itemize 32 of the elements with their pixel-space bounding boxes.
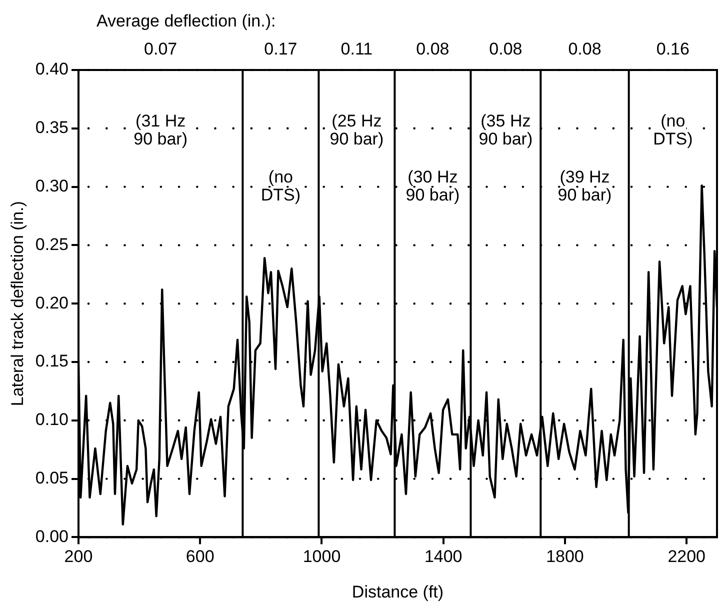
y-tick-label: 0.40 [35,60,68,79]
y-tick-label: 0.00 [35,526,68,546]
y-tick-label: 0.35 [35,118,68,138]
x-tick-label: 1800 [546,547,584,566]
text: 0.17 [264,40,298,59]
x-tick-label: 2200 [668,547,706,566]
x-tick-label: 1000 [302,547,341,566]
y-tick-label: 0.05 [35,468,68,488]
y-axis-title: Lateral track deflection (in.) [8,201,27,406]
text: 0.08 [489,40,522,59]
y-tick-label: 0.15 [35,352,68,371]
annotation: (no DTS) [260,167,301,204]
x-tick-label: 200 [64,547,93,566]
x-tick-label: 600 [186,547,214,566]
annotation: (25 Hz 90 bar) [330,111,384,148]
annotation: (31 Hz 90 bar) [134,111,188,148]
annotation: (39 Hz 90 bar) [558,167,612,204]
annotation: (no DTS) [653,111,693,148]
text: 0.08 [416,40,450,59]
annotation: (30 Hz 90 bar) [406,167,460,204]
text: 0.08 [568,40,602,59]
annotation: (35 Hz 90 bar) [478,111,533,148]
y-tick-label: 0.10 [35,410,68,430]
y-tick-label: 0.25 [35,234,68,254]
chart-title: Average deflection (in.): [96,12,276,31]
x-axis-title: Distance (ft) [352,582,444,602]
text: 0.07 [144,40,178,59]
x-tick-label: 1400 [424,547,462,566]
y-tick-label: 0.30 [35,176,68,196]
text: 0.11 [340,40,373,59]
text: 0.16 [656,40,690,59]
y-tick-label: 0.20 [35,293,68,312]
